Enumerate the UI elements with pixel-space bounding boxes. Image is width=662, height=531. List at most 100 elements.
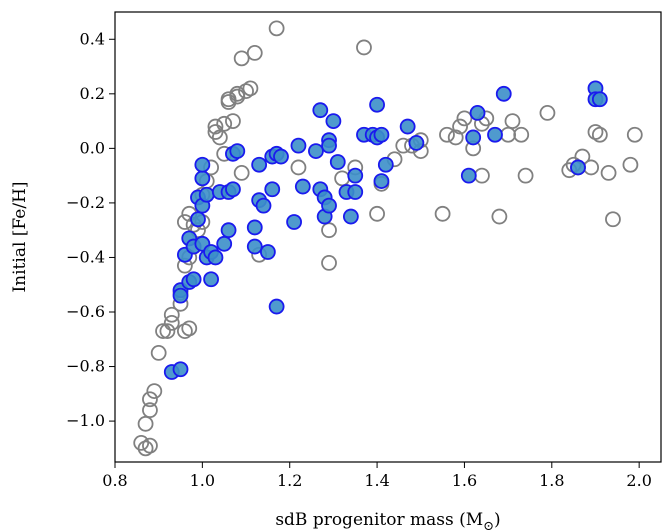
- filled-marker: [469, 105, 486, 121]
- open-marker: [591, 126, 608, 143]
- filled-marker: [321, 137, 337, 154]
- filled-marker: [185, 271, 202, 288]
- filled-marker: [570, 159, 586, 176]
- filled-marker: [194, 156, 211, 173]
- filled-marker: [347, 184, 364, 200]
- open-marker-series: [133, 20, 643, 457]
- open-marker: [369, 205, 385, 222]
- filled-marker: [408, 135, 425, 151]
- filled-marker: [251, 156, 268, 173]
- filled-marker: [399, 118, 416, 135]
- open-marker: [434, 205, 451, 222]
- open-marker: [504, 113, 521, 129]
- plot-frame: [114, 11, 662, 463]
- x-tick-label: 1.2: [277, 471, 302, 490]
- filled-marker: [460, 167, 477, 184]
- open-marker: [356, 39, 372, 56]
- open-marker: [334, 170, 351, 187]
- open-marker: [474, 167, 490, 184]
- filled-marker: [264, 181, 281, 198]
- filled-marker: [259, 244, 276, 260]
- open-marker: [133, 435, 150, 451]
- filled-marker: [312, 102, 329, 119]
- open-marker: [207, 118, 224, 135]
- filled-marker: [377, 156, 394, 173]
- y-tick-label: −0.4: [66, 247, 105, 266]
- x-tick-label: 1.4: [364, 471, 389, 490]
- open-marker: [290, 159, 307, 176]
- filled-marker: [198, 186, 215, 203]
- open-marker: [159, 323, 176, 339]
- open-marker: [142, 391, 158, 408]
- x-axis-ticks: 0.8 1.0 1.2 1.4 1.6 1.8 2.0: [102, 462, 652, 490]
- filled-marker: [369, 96, 385, 113]
- filled-marker: [325, 113, 342, 129]
- x-tick-label: 0.8: [102, 471, 127, 490]
- filled-marker: [465, 129, 482, 146]
- open-marker: [216, 115, 233, 132]
- open-marker: [220, 91, 237, 108]
- filled-marker: [255, 197, 272, 214]
- open-marker: [233, 165, 250, 181]
- filled-marker: [321, 197, 337, 214]
- filled-marker: [246, 238, 263, 255]
- open-marker: [146, 383, 163, 399]
- open-marker: [626, 126, 643, 143]
- filled-marker: [308, 143, 324, 159]
- open-marker: [225, 113, 241, 129]
- open-marker: [242, 80, 259, 97]
- x-tick-label: 1.6: [452, 471, 477, 490]
- y-tick-label: 0.2: [80, 84, 105, 103]
- open-marker: [246, 45, 263, 61]
- filled-marker: [329, 154, 346, 170]
- open-marker: [583, 159, 600, 176]
- x-tick-label: 1.8: [539, 471, 564, 490]
- filled-marker: [591, 91, 608, 108]
- open-marker: [447, 129, 464, 146]
- x-axis-label: sdB progenitor mass (M⊙): [275, 510, 500, 531]
- filled-marker: [373, 173, 390, 189]
- open-marker: [539, 105, 556, 121]
- y-tick-label: 0.0: [80, 138, 105, 157]
- open-marker: [229, 85, 246, 102]
- filled-marker: [194, 170, 211, 187]
- filled-marker: [373, 126, 390, 143]
- open-marker: [321, 222, 337, 239]
- filled-marker: [294, 178, 311, 195]
- open-marker: [452, 118, 468, 135]
- filled-marker: [246, 219, 263, 236]
- filled-marker: [273, 148, 289, 165]
- open-marker: [176, 214, 193, 230]
- open-marker: [155, 323, 171, 339]
- filled-marker: [172, 287, 189, 304]
- open-marker: [268, 20, 285, 37]
- open-marker: [517, 167, 534, 184]
- y-tick-label: −0.8: [66, 357, 105, 376]
- filled-marker: [286, 214, 302, 230]
- filled-marker: [290, 137, 307, 154]
- open-marker: [207, 124, 224, 140]
- filled-marker: [342, 208, 359, 225]
- filled-marker: [216, 235, 233, 252]
- open-marker: [321, 255, 337, 271]
- open-marker: [137, 415, 154, 432]
- filled-marker: [220, 222, 237, 239]
- open-marker: [439, 126, 455, 143]
- open-marker: [142, 402, 158, 419]
- y-tick-label: −0.6: [66, 302, 105, 321]
- open-marker: [622, 156, 639, 173]
- open-marker: [163, 315, 180, 331]
- y-axis-ticks: 0.4 0.2 0.0 −0.2 −0.4 −0.6 −0.8 −1.0: [66, 29, 115, 430]
- open-marker: [211, 129, 228, 146]
- filled-marker: [190, 211, 206, 228]
- open-marker: [500, 126, 517, 143]
- filled-marker: [203, 271, 219, 288]
- y-tick-label: 0.4: [80, 29, 105, 48]
- y-tick-label: −0.2: [66, 193, 105, 212]
- filled-marker: [495, 85, 512, 102]
- open-marker: [605, 211, 621, 228]
- filled-marker-series: [163, 80, 608, 380]
- y-axis-label: Initial [Fe/H]: [10, 181, 30, 292]
- x-tick-label: 1.0: [190, 471, 215, 490]
